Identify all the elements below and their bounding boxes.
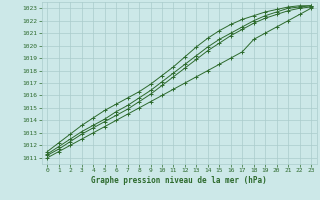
X-axis label: Graphe pression niveau de la mer (hPa): Graphe pression niveau de la mer (hPa) bbox=[91, 176, 267, 185]
